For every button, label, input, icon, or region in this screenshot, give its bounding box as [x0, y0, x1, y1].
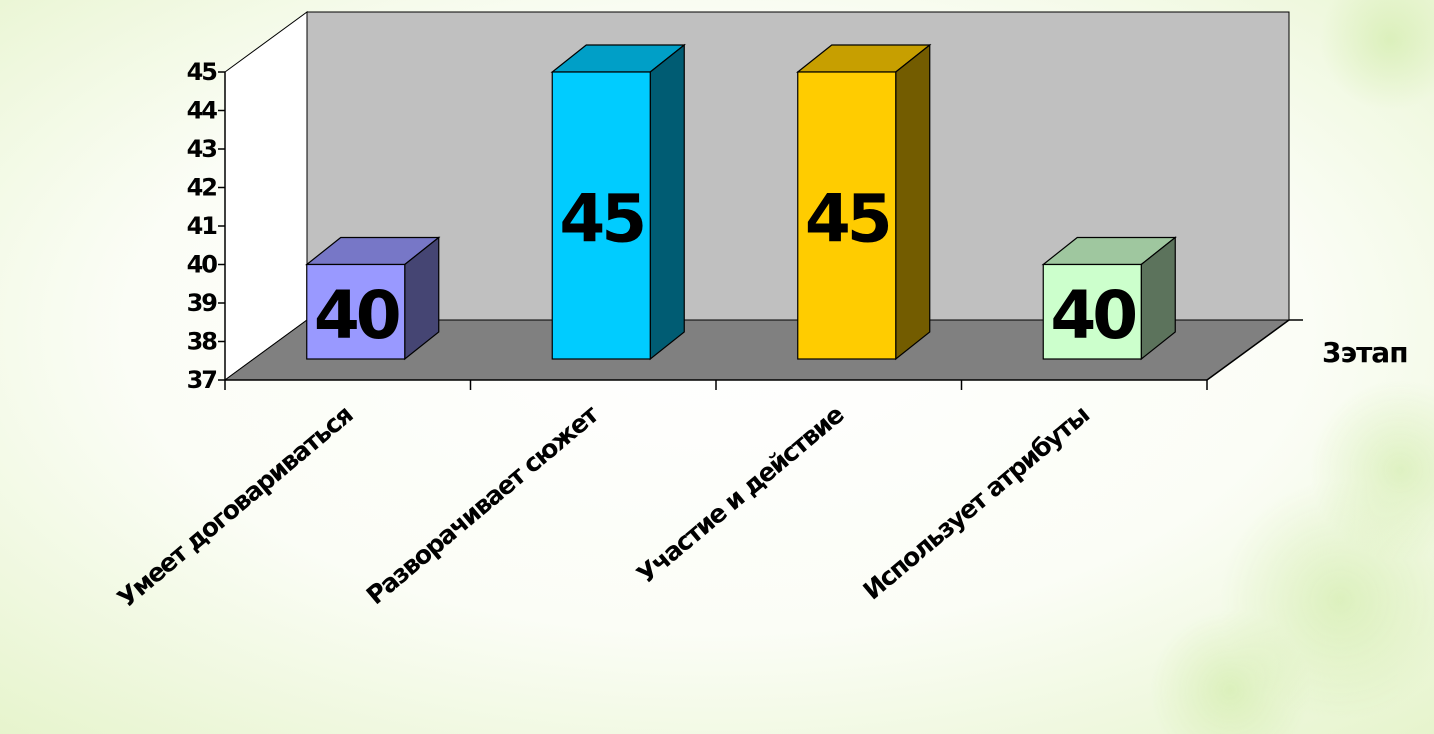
bar-front	[797, 71, 897, 360]
bar	[305, 236, 441, 361]
data-label: 45	[805, 181, 889, 258]
y-tick-label: 42	[187, 174, 217, 202]
y-tick-label: 40	[187, 251, 218, 279]
y-tick-label: 44	[187, 97, 218, 125]
bar-side	[895, 43, 931, 361]
series-depth-label: 3этап	[1322, 336, 1408, 369]
bar-side	[649, 43, 685, 361]
x-category-label: Использует атрибуты	[858, 400, 1095, 605]
x-category-label: Разворачивает сюжет	[361, 399, 605, 610]
x-category-label: Участие и действие	[631, 400, 849, 589]
bar	[550, 43, 686, 361]
y-tick-label: 43	[187, 135, 217, 163]
y-tick-label: 41	[187, 212, 218, 240]
clover-decoration	[1150, 0, 1434, 734]
bar-front	[306, 263, 406, 360]
y-tick-label: 39	[187, 289, 218, 317]
chart-bars	[305, 43, 1177, 361]
y-tick-label: 37	[187, 366, 217, 394]
bar-front	[1042, 263, 1142, 360]
bar	[796, 43, 932, 361]
bar	[1041, 236, 1177, 361]
data-label: 40	[314, 277, 399, 354]
bar-front	[551, 71, 651, 360]
data-label: 40	[1050, 277, 1135, 354]
depth-axis-line	[1206, 319, 1290, 381]
side-wall	[224, 11, 308, 381]
data-label: 45	[559, 181, 643, 258]
chart-axes	[218, 71, 1303, 390]
y-tick-label: 38	[187, 328, 218, 356]
y-tick-label: 45	[187, 58, 218, 86]
x-category-label: Умеет договариваться	[112, 400, 358, 613]
